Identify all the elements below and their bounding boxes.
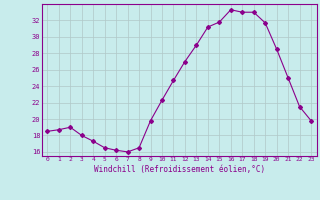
X-axis label: Windchill (Refroidissement éolien,°C): Windchill (Refroidissement éolien,°C) [94,165,265,174]
